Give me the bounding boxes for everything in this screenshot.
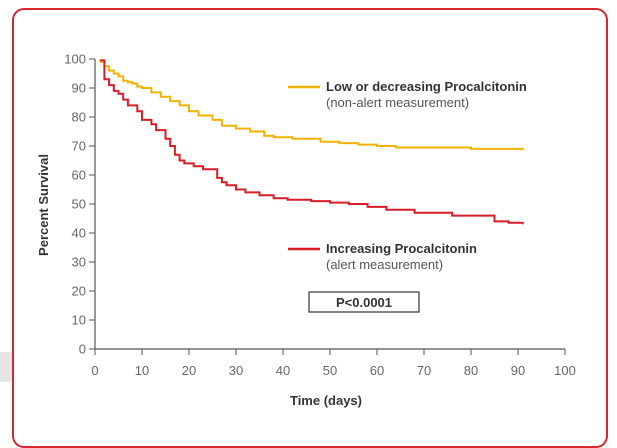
legend-label-low-procalcitonin: Low or decreasing Procalcitonin [326,79,527,94]
y-axis-ticks: 0 10 20 30 40 50 60 70 80 90 100 [64,52,95,357]
x-tick-label: 30 [229,363,243,378]
y-tick-label: 80 [72,110,86,125]
y-tick-label: 50 [72,197,86,212]
survival-chart: 0 10 20 30 40 50 60 70 80 90 100 0 10 20 30 40 50 60 70 80… [36,52,576,409]
y-tick-label: 30 [72,255,86,270]
x-tick-label: 100 [554,363,576,378]
legend-sub-low-procalcitonin: (non-alert measurement) [326,95,469,110]
p-value-box: P<0.0001 [308,291,420,313]
x-tick-label: 0 [91,363,98,378]
p-value-text: P<0.0001 [336,295,392,310]
x-tick-label: 10 [135,363,149,378]
y-tick-label: 40 [72,226,86,241]
legend-sub-increasing-procalcitonin: (alert measurement) [326,257,443,272]
legend-increasing-procalcitonin: Increasing Procalcitonin (alert measurem… [288,241,477,272]
x-tick-label: 50 [323,363,337,378]
series-line-increasing-procalcitonin [99,59,524,225]
x-axis-title: Time (days) [290,393,362,408]
y-tick-label: 0 [79,342,86,357]
x-tick-label: 80 [464,363,478,378]
x-tick-label: 40 [276,363,290,378]
y-tick-label: 10 [72,313,86,328]
x-tick-label: 90 [511,363,525,378]
y-tick-label: 90 [72,81,86,96]
y-tick-label: 60 [72,168,86,183]
p-value-frame [308,291,420,313]
y-tick-label: 70 [72,139,86,154]
legend-label-increasing-procalcitonin: Increasing Procalcitonin [326,241,477,256]
legend-low-procalcitonin: Low or decreasing Procalcitonin (non-ale… [288,79,527,110]
y-tick-label: 20 [72,284,86,299]
page-margin-strip [0,352,12,382]
series-lines [99,59,524,225]
x-axis-ticks: 0 10 20 30 40 50 60 70 80 90 100 [91,349,576,378]
series-line-low-procalcitonin [99,60,524,151]
y-axis-title: Percent Survival [36,154,51,256]
y-tick-label: 100 [64,52,86,67]
x-tick-label: 60 [370,363,384,378]
x-tick-label: 20 [182,363,196,378]
x-tick-label: 70 [417,363,431,378]
chart-card [12,8,608,448]
